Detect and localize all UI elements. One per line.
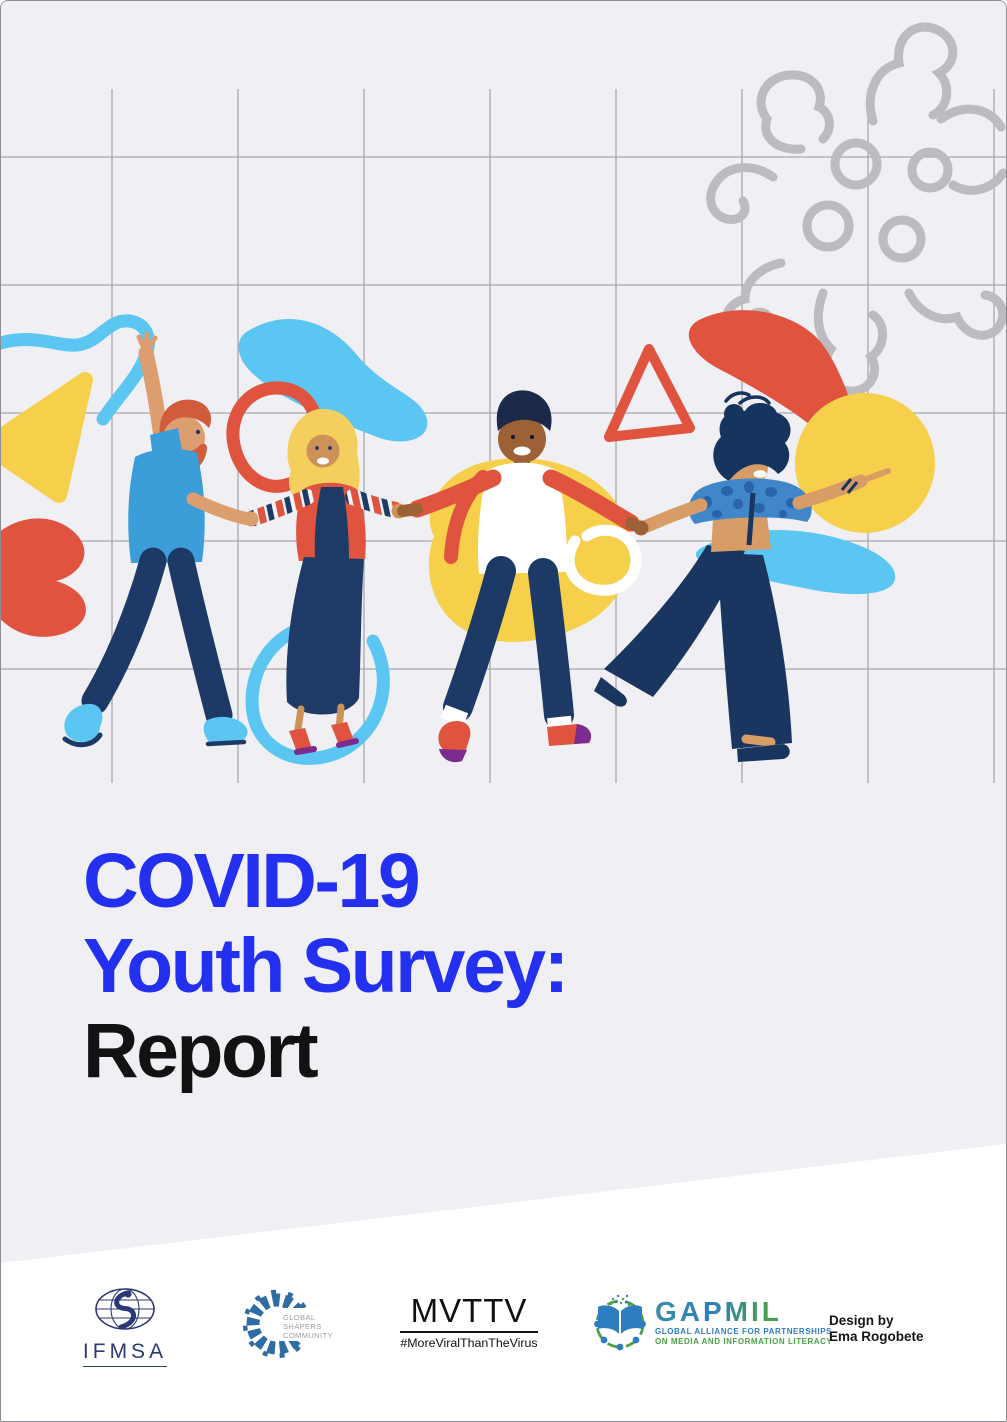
credit-line-1: Design by [829,1313,894,1328]
cover-hero-section: COVID-19 Youth Survey: Report [1,1,1006,1263]
red-blob [1,518,86,637]
logo-ifmsa: IFMSA [75,1287,175,1367]
gapmil-wordmark: GAPMIL GLOBAL ALLIANCE FOR PARTNERSHIPS … [655,1291,833,1347]
logo-global-shapers: GLOBAL SHAPERS COMMUNITY [239,1286,335,1364]
gsc-line2: SHAPERS [283,1322,322,1331]
cover-title: COVID-19 Youth Survey: Report [83,838,569,1094]
mvttv-wordmark: MVTTV [400,1293,538,1333]
global-shapers-wordmark: GLOBAL SHAPERS COMMUNITY [281,1312,335,1341]
blue-circle-outline [245,620,390,765]
design-credit: Design by Ema Rogobete [829,1313,924,1345]
title-line-1: COVID-19 [83,838,421,924]
person-woman-blonde [243,408,407,755]
gapmil-name: GAPMIL [655,1298,832,1326]
title-line-2: Youth Survey: [83,923,569,1009]
gapmil-subtitle-1: GLOBAL ALLIANCE FOR PARTNERSHIPS [655,1327,833,1336]
yellow-circle [795,393,935,533]
person-woman-bun [594,391,891,762]
credit-line-2: Ema Rogobete [829,1329,924,1344]
ifmsa-globe-icon [95,1288,155,1330]
yellow-triangle [1,372,93,503]
person-man-redhair [62,331,256,748]
mvttv-tagline: #MoreViralThanTheVirus [400,1336,538,1350]
gapmil-subtitle-2: ON MEDIA AND INFORMATION LITERACY [655,1337,833,1346]
gapmil-book-icon [594,1294,646,1351]
blue-bean-top [238,318,428,442]
title-line-3: Report [83,1008,319,1094]
logo-mvttv: MVTTV #MoreViralThanTheVirus [400,1293,538,1350]
virus-outline-icon [706,22,1006,396]
ifmsa-wordmark: IFMSA [82,1340,168,1367]
partner-logos-bar: IFMSA GLOBAL SHAPERS COMMUNITY MVTTV #Mo… [1,1271,1006,1391]
logo-gapmil: GAPMIL GLOBAL ALLIANCE FOR PARTNERSHIPS … [591,1291,832,1351]
cover-illustration [1,22,1006,783]
blue-squiggle-line [1,314,155,426]
gsc-line3: COMMUNITY [283,1331,333,1340]
red-triangle-outline [604,344,695,442]
white-loop [563,524,642,596]
gsc-line1: GLOBAL [283,1313,316,1322]
person-man-whitetee [397,390,645,763]
